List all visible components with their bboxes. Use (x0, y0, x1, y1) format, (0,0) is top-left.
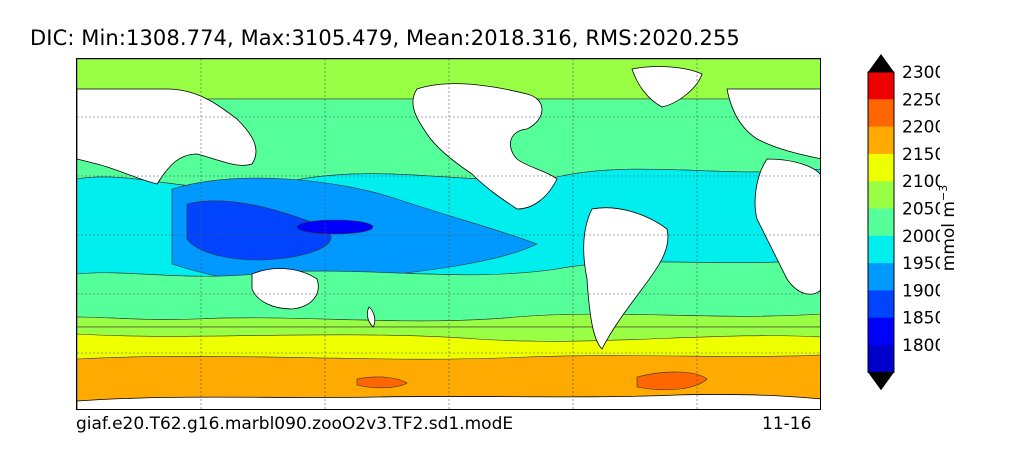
colorbar-segment (868, 317, 894, 346)
land-africa (754, 158, 820, 295)
land-eurasia-west (726, 88, 820, 159)
colorbar-tick-label: 1850 (902, 309, 940, 329)
gridlines (77, 59, 820, 409)
band-weddell-hotspot (636, 371, 708, 391)
colorbar-tick-label: 2050 (902, 200, 940, 220)
colorbar-tick-label: 2250 (902, 90, 940, 110)
land-south-america (583, 207, 669, 350)
land-greenland (631, 66, 703, 108)
band-ross-hotspot (356, 376, 408, 389)
colorbar-segment (868, 72, 894, 100)
land-eurasia-east (77, 88, 257, 185)
colorbar-under-extension (868, 372, 894, 391)
colorbar-tick-label: 1950 (902, 254, 940, 274)
colorbar-ticks: 1800 1850 1900 1950 2000 2050 2100 2150 2200 2250… (902, 63, 940, 356)
colorbar-segment (868, 126, 894, 155)
band-east-pacific-min (296, 219, 374, 235)
colorbar-tick-label: 1900 (902, 281, 940, 301)
colorbar-tick-label: 2300 (902, 63, 940, 83)
land-north-america (412, 83, 558, 210)
colorbar-segment (868, 208, 894, 237)
plot-title: DIC: Min:1308.774, Max:3105.479, Mean:20… (30, 26, 740, 50)
colorbar-outline (867, 71, 895, 373)
unit-base: mmol m (938, 201, 959, 272)
colorbar: 1800 1850 1900 1950 2000 2050 2100 2150 2200 2250… (867, 54, 940, 391)
colorbar-tick-label: 2200 (902, 118, 940, 138)
map-panel (76, 58, 821, 410)
colorbar-segment (868, 181, 894, 209)
band-south-mid (77, 313, 820, 328)
colorbar-segment (868, 99, 894, 128)
colorbar-segment (868, 290, 894, 319)
land-new-zealand (366, 306, 376, 328)
colorbar-segment (868, 235, 894, 264)
colorbar-tick-label: 2000 (902, 227, 940, 247)
colorbar-tick-label: 2150 (902, 145, 940, 165)
band-warm-pool (186, 200, 332, 261)
colorbar-swatches (867, 54, 895, 391)
colorbar-segment (868, 345, 894, 373)
case-name: giaf.e20.T62.g16.marbl090.zooO2v3.TF2.sd… (76, 414, 514, 434)
band-southern-ocean-orange (77, 354, 820, 409)
land-antarctica (77, 394, 820, 409)
colorbar-tick-label: 1800 (902, 336, 940, 356)
land-australia (251, 268, 319, 310)
colorbar-segment (868, 263, 894, 291)
unit-exponent: −3 (937, 184, 951, 201)
year-range: 11-16 (762, 414, 812, 434)
colorbar-tick-label: 2100 (902, 172, 940, 192)
colorbar-over-extension (868, 54, 894, 72)
colorbar-segment (868, 153, 894, 182)
dic-map (77, 59, 820, 409)
land (77, 66, 820, 409)
colorbar-unit-label: mmol m−3 (937, 185, 959, 271)
